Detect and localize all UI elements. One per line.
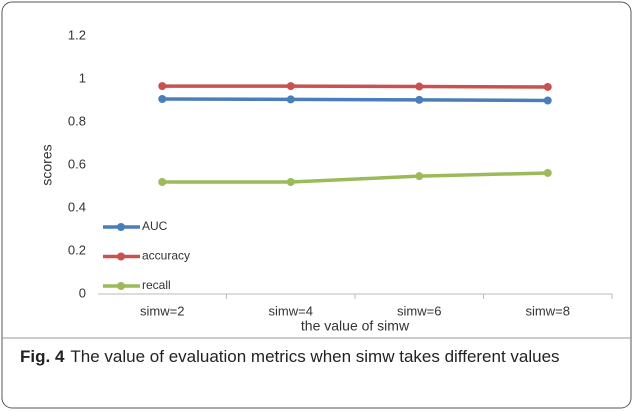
point — [158, 177, 167, 186]
legend-marker — [117, 223, 125, 231]
legend-marker — [117, 282, 125, 290]
x-tick-label: simw=8 — [526, 303, 570, 318]
legend-label: accuracy — [142, 249, 190, 263]
y-tick-label: 0.4 — [68, 199, 86, 214]
series-line — [162, 84, 548, 89]
x-tick-label: simw=6 — [397, 303, 441, 318]
legend-marker — [117, 252, 125, 261]
x-tick-label: simw=4 — [269, 303, 313, 318]
point — [415, 95, 424, 104]
point — [543, 168, 552, 177]
x-axis-title: the value of simw — [301, 318, 410, 334]
point — [543, 96, 552, 105]
x-tick-label: simw=2 — [140, 303, 184, 318]
point — [415, 172, 424, 181]
series-line — [162, 171, 548, 184]
y-tick-label: 0.2 — [68, 242, 86, 257]
point — [415, 82, 424, 91]
caption: Fig. 4 The value of evaluation metrics wh… — [20, 343, 610, 371]
point — [286, 95, 295, 104]
series-line — [162, 97, 548, 103]
legend-label: AUC — [142, 219, 168, 233]
point — [286, 82, 295, 91]
y-tick-label: 0.6 — [68, 156, 86, 171]
point — [543, 82, 552, 91]
y-tick-label: 0 — [79, 285, 86, 300]
point — [158, 94, 167, 103]
y-tick-label: 1.2 — [68, 27, 86, 42]
y-tick-label: 0.8 — [68, 113, 86, 128]
caption-label: Fig. 4 — [20, 347, 65, 366]
legend-label: recall — [142, 278, 171, 292]
y-tick-label: 1 — [79, 70, 86, 85]
point — [158, 82, 167, 91]
point — [286, 177, 295, 186]
y-axis-title: scores — [39, 144, 55, 185]
caption-text: The value of evaluation metrics when sim… — [70, 347, 560, 366]
